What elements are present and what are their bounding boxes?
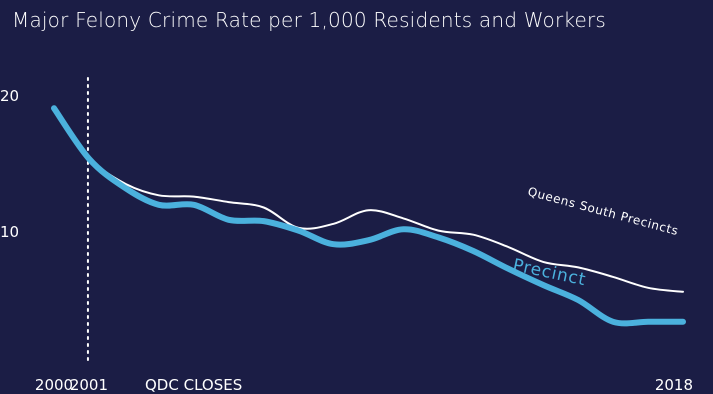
series-line-queens-south — [53, 107, 684, 293]
chart-title: Major Felony Crime Rate per 1,000 Reside… — [12, 8, 606, 32]
x-tick-label: 2018 — [655, 376, 693, 394]
y-tick-label: 20 — [0, 87, 19, 105]
series-label-queens-south: Queens South Precincts — [526, 184, 680, 238]
x-tick-label: 2001 — [70, 376, 108, 394]
annotation-label: QDC CLOSES — [145, 376, 242, 394]
y-tick-label: 10 — [0, 223, 19, 241]
x-tick-label: 2000 — [35, 376, 73, 394]
series-line-precinct — [51, 105, 686, 327]
